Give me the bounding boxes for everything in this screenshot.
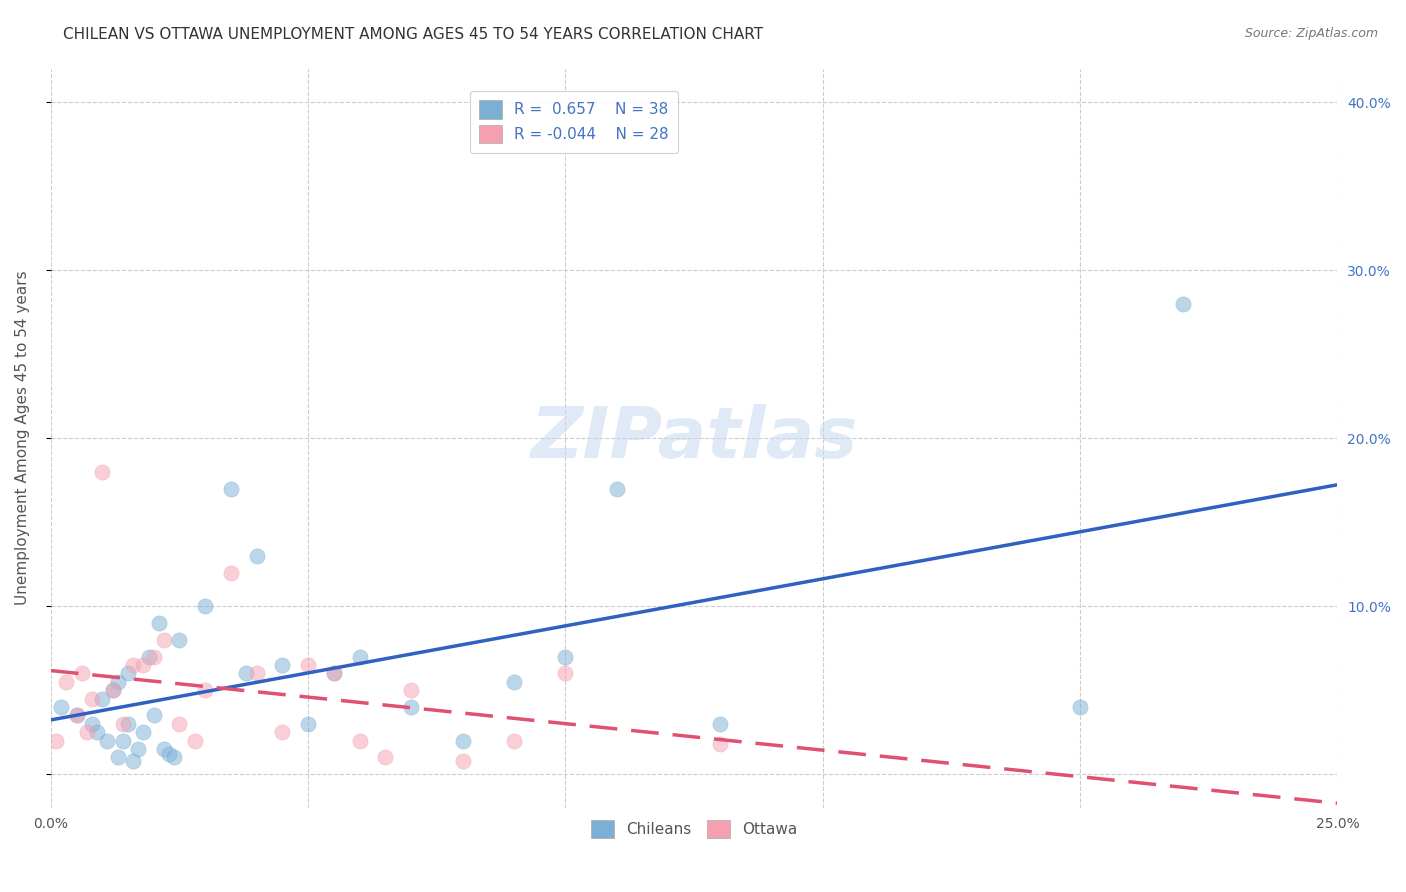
Point <box>709 737 731 751</box>
Point <box>399 683 422 698</box>
Point <box>246 549 269 563</box>
Point <box>219 482 242 496</box>
Point <box>122 754 145 768</box>
Point <box>127 742 149 756</box>
Point <box>91 691 114 706</box>
Point <box>132 725 155 739</box>
Point <box>169 632 191 647</box>
Point <box>153 742 176 756</box>
Y-axis label: Unemployment Among Ages 45 to 54 years: Unemployment Among Ages 45 to 54 years <box>15 271 30 606</box>
Point <box>194 599 217 614</box>
Point <box>122 657 145 672</box>
Point <box>117 666 139 681</box>
Point <box>169 716 191 731</box>
Point <box>76 725 98 739</box>
Point <box>55 674 77 689</box>
Point <box>111 733 134 747</box>
Point <box>157 747 180 761</box>
Point <box>70 666 93 681</box>
Point <box>101 683 124 698</box>
Point <box>65 708 87 723</box>
Point <box>297 657 319 672</box>
Point <box>297 716 319 731</box>
Point <box>451 733 474 747</box>
Point <box>111 716 134 731</box>
Point <box>107 750 129 764</box>
Point <box>399 700 422 714</box>
Legend: Chileans, Ottawa: Chileans, Ottawa <box>585 814 803 845</box>
Point <box>142 708 165 723</box>
Point <box>86 725 108 739</box>
Point <box>80 691 103 706</box>
Point <box>107 674 129 689</box>
Text: ZIPatlas: ZIPatlas <box>530 404 858 473</box>
Point <box>503 674 526 689</box>
Text: CHILEAN VS OTTAWA UNEMPLOYMENT AMONG AGES 45 TO 54 YEARS CORRELATION CHART: CHILEAN VS OTTAWA UNEMPLOYMENT AMONG AGE… <box>63 27 763 42</box>
Point <box>1171 297 1194 311</box>
Point <box>153 632 176 647</box>
Point <box>91 465 114 479</box>
Point <box>374 750 396 764</box>
Point <box>1069 700 1091 714</box>
Point <box>184 733 207 747</box>
Point <box>554 666 576 681</box>
Point <box>709 716 731 731</box>
Point <box>117 716 139 731</box>
Point <box>322 666 344 681</box>
Point <box>503 733 526 747</box>
Point <box>271 725 294 739</box>
Point <box>132 657 155 672</box>
Point <box>45 733 67 747</box>
Point <box>246 666 269 681</box>
Point <box>148 615 170 630</box>
Point <box>322 666 344 681</box>
Point <box>163 750 186 764</box>
Point <box>101 683 124 698</box>
Point <box>271 657 294 672</box>
Point <box>349 733 371 747</box>
Point <box>349 649 371 664</box>
Point <box>606 482 628 496</box>
Point <box>80 716 103 731</box>
Point <box>138 649 160 664</box>
Point <box>96 733 118 747</box>
Point <box>65 708 87 723</box>
Point <box>554 649 576 664</box>
Point <box>49 700 72 714</box>
Point <box>235 666 257 681</box>
Point <box>142 649 165 664</box>
Point <box>219 566 242 580</box>
Text: Source: ZipAtlas.com: Source: ZipAtlas.com <box>1244 27 1378 40</box>
Point <box>194 683 217 698</box>
Point <box>451 754 474 768</box>
